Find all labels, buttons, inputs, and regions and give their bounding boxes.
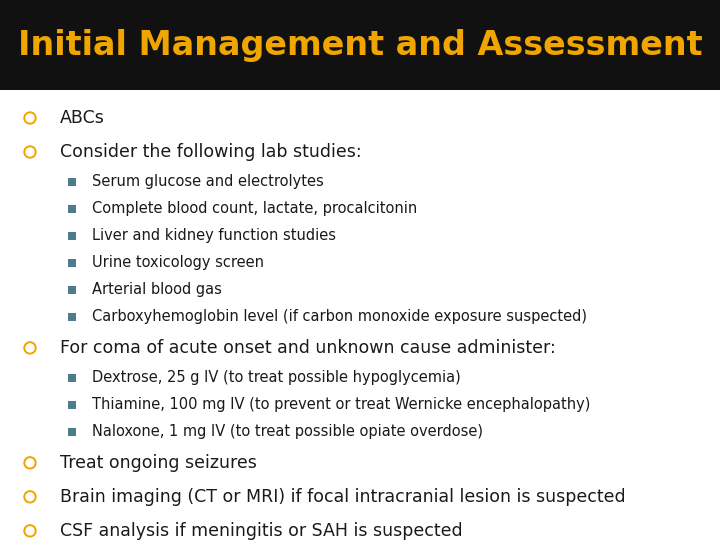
- Bar: [68, 313, 76, 321]
- Bar: [68, 205, 76, 213]
- Circle shape: [26, 527, 34, 535]
- Circle shape: [24, 342, 36, 354]
- Circle shape: [26, 459, 34, 467]
- Bar: [0, 0, 720, 90]
- Circle shape: [24, 457, 36, 469]
- Circle shape: [24, 146, 36, 158]
- Text: Brain imaging (CT or MRI) if focal intracranial lesion is suspected: Brain imaging (CT or MRI) if focal intra…: [60, 488, 626, 506]
- Circle shape: [26, 344, 34, 352]
- Bar: [68, 259, 76, 267]
- Bar: [68, 178, 76, 186]
- Text: Complete blood count, lactate, procalcitonin: Complete blood count, lactate, procalcit…: [92, 201, 418, 217]
- Text: Naloxone, 1 mg IV (to treat possible opiate overdose): Naloxone, 1 mg IV (to treat possible opi…: [92, 424, 483, 440]
- Circle shape: [24, 112, 36, 124]
- Circle shape: [26, 493, 34, 501]
- Circle shape: [26, 114, 34, 122]
- Text: For coma of acute onset and unknown cause administer:: For coma of acute onset and unknown caus…: [60, 339, 556, 357]
- Text: Thiamine, 100 mg IV (to prevent or treat Wernicke encephalopathy): Thiamine, 100 mg IV (to prevent or treat…: [92, 397, 590, 413]
- Text: Treat ongoing seizures: Treat ongoing seizures: [60, 454, 257, 472]
- Circle shape: [24, 525, 36, 537]
- Text: Carboxyhemoglobin level (if carbon monoxide exposure suspected): Carboxyhemoglobin level (if carbon monox…: [92, 309, 587, 325]
- Text: Consider the following lab studies:: Consider the following lab studies:: [60, 143, 361, 161]
- Circle shape: [26, 148, 34, 156]
- Bar: [68, 428, 76, 436]
- Text: Urine toxicology screen: Urine toxicology screen: [92, 255, 264, 271]
- Text: Initial Management and Assessment: Initial Management and Assessment: [18, 29, 703, 62]
- Text: ABCs: ABCs: [60, 109, 105, 127]
- Bar: [68, 286, 76, 294]
- Text: Liver and kidney function studies: Liver and kidney function studies: [92, 228, 336, 244]
- Text: Serum glucose and electrolytes: Serum glucose and electrolytes: [92, 174, 324, 190]
- Circle shape: [24, 491, 36, 503]
- Text: Dextrose, 25 g IV (to treat possible hypoglycemia): Dextrose, 25 g IV (to treat possible hyp…: [92, 370, 461, 386]
- Bar: [68, 232, 76, 240]
- Text: CSF analysis if meningitis or SAH is suspected: CSF analysis if meningitis or SAH is sus…: [60, 522, 463, 540]
- Text: Arterial blood gas: Arterial blood gas: [92, 282, 222, 298]
- Bar: [68, 374, 76, 382]
- Bar: [68, 401, 76, 409]
